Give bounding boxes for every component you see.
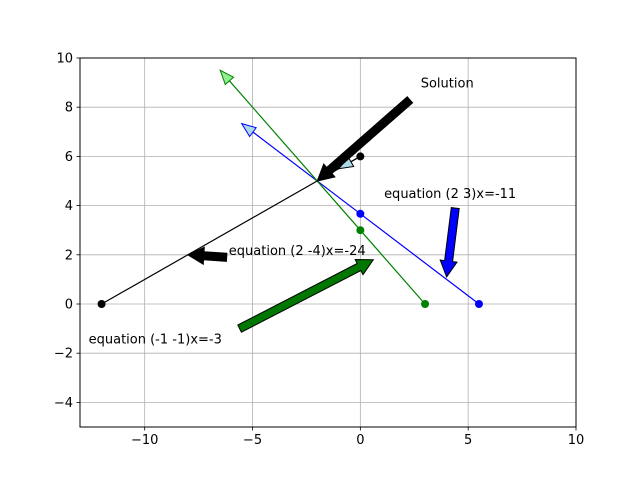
annotation-label: equation (2 3)x=-11 (384, 187, 516, 202)
x-tick-label: 10 (568, 433, 585, 448)
annotation-arrow (237, 258, 375, 333)
x-tick-label: 0 (356, 433, 364, 448)
series-vector-line (241, 123, 361, 215)
data-point (97, 300, 106, 308)
annotation-arrow (316, 96, 414, 182)
data-point (421, 300, 430, 308)
annotation-texts: Solution equation (2 3)x=-11 equation (2 -… (89, 77, 517, 348)
data-point (356, 152, 365, 161)
y-tick-label: −4 (54, 396, 73, 411)
y-tick-label: 0 (65, 298, 73, 313)
series-points (97, 152, 483, 308)
series-line (359, 213, 480, 305)
plot-frame (79, 57, 577, 428)
annotation-arrow (186, 246, 228, 266)
annotation-label: Solution (421, 77, 474, 92)
x-tick-label: −10 (131, 433, 158, 448)
y-tick-label: 2 (65, 248, 73, 263)
y-tick-label: 4 (65, 199, 73, 214)
series-vector-head (219, 69, 235, 86)
series-line (359, 229, 426, 305)
x-tick-label: −5 (243, 433, 262, 448)
axis-ticks: −10 −5 0 5 10 −4 −2 0 2 4 6 8 10 (54, 52, 584, 449)
y-tick-label: −2 (54, 347, 73, 362)
x-tick-label: 5 (464, 433, 472, 448)
annotation-arrows (186, 96, 460, 333)
annotation-label: equation (2 -4)x=-24 (229, 244, 366, 259)
y-tick-label: 10 (56, 52, 73, 67)
data-point (474, 300, 483, 308)
series-vector-line (219, 69, 361, 231)
data-point (356, 209, 365, 218)
series-vector-head (240, 122, 258, 138)
data-point (356, 226, 365, 235)
y-tick-label: 6 (65, 150, 73, 165)
annotation-arrow (439, 207, 460, 278)
annotation-label: equation (-1 -1)x=-3 (89, 332, 222, 347)
y-tick-label: 8 (65, 101, 73, 116)
